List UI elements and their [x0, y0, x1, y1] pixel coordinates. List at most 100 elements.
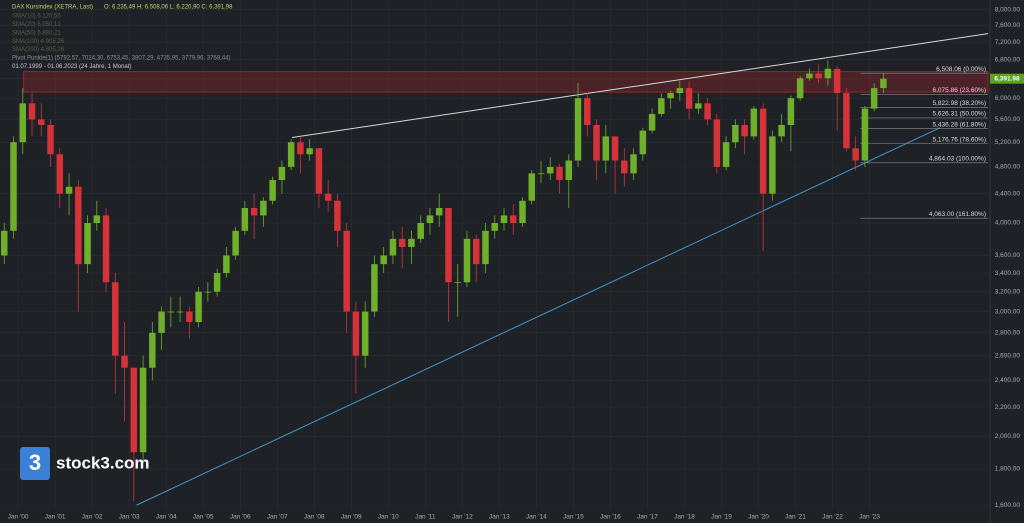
candle-body: [833, 68, 841, 94]
trendline: [291, 33, 989, 139]
candle: [408, 230, 415, 265]
candle: [528, 170, 535, 205]
candle: [186, 306, 193, 339]
x-tick-label: Jan '01: [45, 514, 66, 521]
y-tick-label: 5,600.00: [995, 116, 1021, 123]
candle: [695, 93, 702, 114]
candle-body: [343, 230, 350, 312]
candle: [713, 113, 721, 174]
candle-body: [769, 136, 776, 194]
candle: [435, 193, 443, 227]
chart-title: DAX Kursindex (XETRA, Last): [12, 5, 93, 11]
candle-body: [695, 103, 702, 109]
watermark: stock3.com: [56, 453, 150, 472]
candle: [565, 154, 573, 208]
candle-body: [84, 223, 91, 265]
candle: [861, 105, 869, 167]
candle-body: [213, 273, 221, 292]
candle-body: [491, 223, 498, 231]
candle-body: [167, 311, 175, 313]
labels: 8,000.007,600.007,200.006,800.006,400.00…: [8, 5, 1024, 521]
candle-body: [713, 119, 721, 167]
candle-body: [93, 215, 101, 224]
candle: [112, 273, 119, 394]
candle: [38, 103, 45, 137]
y-tick-label: 6,000.00: [995, 95, 1021, 102]
y-tick-label: 3,600.00: [995, 252, 1021, 259]
indicator-line: SMA(10) 6.120,55: [12, 14, 61, 20]
candle-body: [102, 215, 110, 283]
candle: [47, 119, 54, 167]
candle-body: [250, 207, 258, 216]
candle: [343, 223, 350, 333]
candle-body: [593, 124, 600, 161]
candle: [547, 157, 554, 180]
candle: [75, 179, 82, 312]
candle: [204, 282, 212, 302]
candles: [1, 60, 887, 502]
candle-body: [704, 103, 711, 120]
candle-body: [10, 142, 17, 231]
y-tick-label: 4,000.00: [995, 220, 1021, 227]
candle: [787, 95, 795, 152]
candle: [648, 108, 656, 134]
candle-body: [149, 332, 156, 368]
candle-body: [852, 148, 859, 161]
candle-body: [398, 238, 406, 248]
candle-body: [260, 200, 267, 216]
candle: [361, 301, 369, 368]
candle: [149, 322, 156, 381]
candle: [287, 139, 295, 171]
candle: [334, 193, 341, 248]
candle: [28, 93, 36, 137]
x-tick-label: Jan '21: [785, 514, 806, 521]
candle-body: [380, 255, 387, 265]
candle-body: [361, 311, 369, 356]
candle: [167, 296, 175, 328]
candle: [306, 139, 313, 161]
candle: [278, 160, 286, 194]
candle: [852, 136, 859, 171]
y-tick-label: 6,800.00: [995, 56, 1021, 63]
candle: [1, 223, 8, 265]
x-tick-label: Jan '09: [341, 514, 362, 521]
candle: [472, 234, 480, 283]
candle: [223, 247, 230, 278]
candle: [463, 230, 471, 287]
candle-body: [519, 200, 526, 224]
candle-body: [602, 136, 610, 161]
candle: [445, 207, 452, 323]
candle-body: [787, 98, 795, 125]
candle-body: [315, 148, 323, 194]
candle-body: [667, 93, 674, 99]
candle-body: [565, 160, 573, 180]
x-tick-label: Jan '18: [674, 514, 695, 521]
candle-body: [611, 136, 619, 161]
candle-body: [861, 108, 869, 161]
x-tick-label: Jan '22: [822, 514, 843, 521]
candle-body: [417, 223, 424, 239]
candle: [315, 148, 323, 208]
candle-body: [463, 238, 471, 283]
y-tick-label: 5,200.00: [995, 139, 1021, 146]
y-tick-label: 2,800.00: [995, 330, 1021, 337]
candle: [574, 83, 582, 167]
candle-body: [722, 142, 730, 167]
candle-body: [195, 291, 202, 323]
x-tick-label: Jan '12: [452, 514, 473, 521]
candle: [667, 90, 674, 109]
candle-body: [19, 103, 27, 143]
candle: [130, 367, 138, 502]
candle: [593, 119, 600, 180]
candle-body: [778, 124, 785, 137]
candle-body: [1, 230, 8, 256]
candle: [269, 176, 276, 205]
candle: [778, 113, 785, 143]
candle-body: [139, 367, 147, 453]
candle-body: [445, 207, 452, 283]
candle-body: [658, 98, 665, 114]
indicator-line: SMA(200) 4.805,26: [12, 47, 65, 53]
candle: [426, 207, 434, 235]
